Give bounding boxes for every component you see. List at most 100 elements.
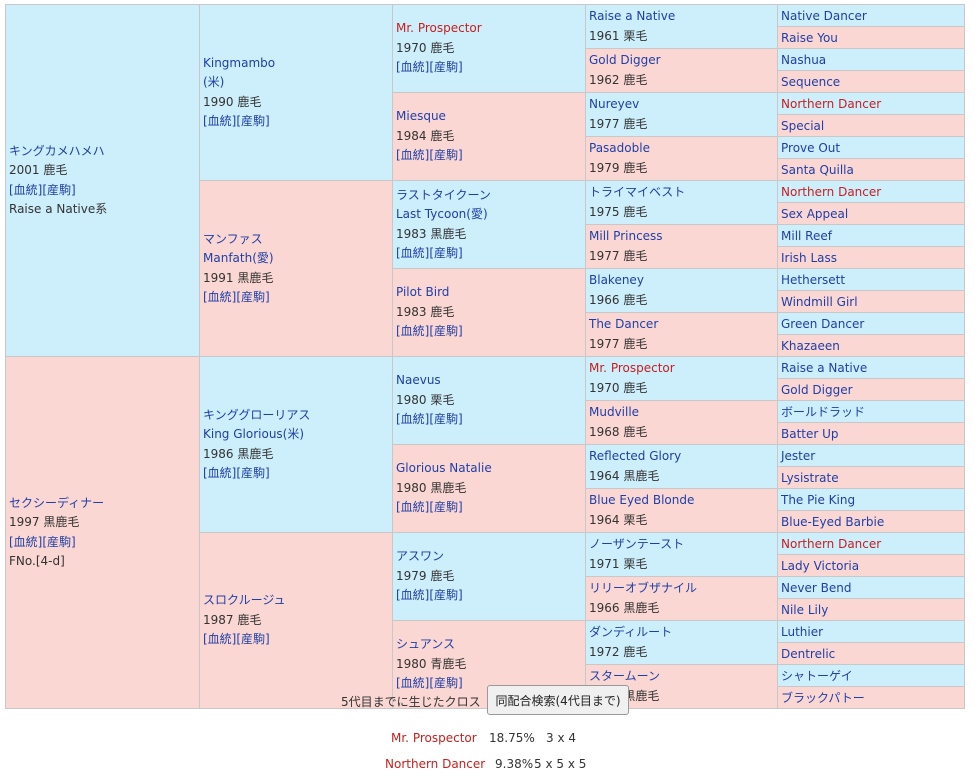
horse-name-link[interactable]: スロクルージュ (203, 593, 286, 608)
offspring-link[interactable]: [産駒] (429, 324, 463, 339)
pedigree-link[interactable]: [血統] (396, 588, 430, 603)
horse-name-link[interactable]: Sex Appeal (781, 206, 849, 221)
horse-name-link[interactable]: Miesque (396, 109, 446, 124)
pedigree-link[interactable]: [血統] (203, 632, 237, 647)
pedigree-link[interactable]: [血統] (9, 534, 43, 549)
horse-name-link[interactable]: Blue-Eyed Barbie (781, 514, 885, 529)
horse-name-link[interactable]: ノーザンテースト (589, 537, 685, 551)
offspring-link[interactable]: [産駒] (42, 182, 76, 197)
horse-name-link[interactable]: キングカメハメハ (9, 143, 105, 158)
offspring-link[interactable]: [産駒] (429, 412, 463, 427)
horse-name-link[interactable]: スタームーン (589, 669, 661, 683)
horse-name-link[interactable]: Glorious Natalie (396, 461, 492, 476)
horse-name-link[interactable]: Prove Out (781, 140, 841, 155)
horse-name-link[interactable]: Mr. Prospector (589, 361, 675, 375)
pedigree-link[interactable]: [血統] (203, 466, 237, 480)
horse-name-link[interactable]: Mill Reef (781, 228, 832, 243)
horse-name-link[interactable]: Dentrelic (781, 646, 836, 661)
offspring-link[interactable]: [産駒] (42, 534, 76, 549)
horse-name-link[interactable]: アスワン (396, 549, 445, 564)
horse-name-link[interactable]: Khazaeen (781, 338, 840, 353)
birth-year-color: 1979 鹿毛 (589, 160, 648, 175)
pedigree-link[interactable]: [血統] (9, 182, 43, 197)
horse-name-link[interactable]: The Pie King (781, 492, 856, 507)
horse-name-link[interactable]: Sequence (781, 74, 841, 89)
offspring-link[interactable]: [産駒] (429, 500, 463, 515)
horse-name-link[interactable]: Raise You (781, 30, 838, 45)
horse-name-link[interactable]: Pasadoble (589, 141, 650, 155)
offspring-link[interactable]: [産駒] (429, 60, 463, 75)
horse-name-link[interactable]: シュアンス (396, 637, 456, 652)
horse-name-link[interactable]: Nashua (781, 52, 827, 67)
horse-name-link[interactable]: Hethersett (781, 272, 846, 287)
horse-name-link[interactable]: Jester (781, 448, 816, 463)
horse-name-link[interactable]: Northern Dancer (781, 96, 882, 111)
horse-name-link[interactable]: Never Bend (781, 580, 852, 595)
offspring-link[interactable]: [産駒] (429, 676, 463, 691)
horse-name-link[interactable]: Lysistrate (781, 470, 839, 485)
horse-name-link[interactable]: Kingmambo (203, 55, 276, 70)
horse-name-link[interactable]: Gold Digger (781, 382, 853, 397)
horse-name-link[interactable]: シャトーゲイ (781, 668, 853, 683)
offspring-link[interactable]: [産駒] (236, 290, 270, 304)
horse-name-link[interactable]: Mill Princess (589, 229, 663, 243)
horse-name-link[interactable]: Blakeney (589, 273, 644, 287)
horse-name-link[interactable]: Reflected Glory (589, 449, 682, 463)
horse-name-link[interactable]: Northern Dancer (781, 184, 882, 199)
cross-horse-link[interactable]: Northern Dancer (385, 757, 486, 771)
horse-name-link[interactable]: キンググローリアス (203, 407, 311, 422)
pedigree-link[interactable]: [血統] (396, 324, 430, 339)
pedigree-link[interactable]: [血統] (396, 500, 430, 515)
horse-name-link[interactable]: Native Dancer (781, 8, 867, 23)
horse-name-link[interactable]: Blue Eyed Blonde (589, 493, 695, 507)
horse-name-link[interactable]: Gold Digger (589, 53, 661, 67)
horse-name-link[interactable]: リリーオブザナイル (589, 581, 698, 595)
pedigree-link[interactable]: [血統] (396, 246, 430, 260)
horse-name-sub-link[interactable]: Manfath(愛) (203, 251, 274, 265)
offspring-link[interactable]: [産駒] (429, 246, 463, 260)
cross-percentage: 9.38% (495, 757, 534, 771)
horse-name-link[interactable]: Naevus (396, 373, 441, 388)
offspring-link[interactable]: [産駒] (236, 466, 270, 480)
horse-name-link[interactable]: Windmill Girl (781, 294, 858, 309)
horse-name-link[interactable]: トライマイベスト (589, 185, 686, 199)
horse-name-link[interactable]: Special (781, 118, 825, 133)
horse-name-link[interactable]: The Dancer (589, 317, 659, 331)
pedigree-link[interactable]: [血統] (396, 148, 430, 163)
horse-name-link[interactable]: マンファス (203, 231, 263, 246)
pedigree-link[interactable]: [血統] (396, 676, 430, 691)
horse-name-link[interactable]: ダンディルート (589, 625, 673, 639)
cross-horse-link[interactable]: Mr. Prospector (391, 731, 477, 745)
horse-name-link[interactable]: ブラックパトー (781, 690, 865, 705)
horse-name-link[interactable]: Raise a Native (589, 9, 676, 23)
horse-name-link[interactable]: セクシーディナー (9, 495, 105, 510)
horse-name-link[interactable]: ボールドラッド (781, 404, 866, 419)
offspring-link[interactable]: [産駒] (236, 114, 270, 128)
pedigree-link[interactable]: [血統] (203, 290, 237, 304)
same-mating-search-button[interactable]: 同配合検索(4代目まで) (487, 685, 629, 715)
horse-name-link[interactable]: Northern Dancer (781, 536, 882, 551)
horse-name-link[interactable]: Mr. Prospector (396, 21, 482, 36)
horse-name-link[interactable]: Nureyev (589, 97, 640, 111)
horse-name-sub-link[interactable]: (米) (203, 75, 225, 89)
horse-name-link[interactable]: Mudville (589, 405, 640, 419)
horse-name-link[interactable]: Green Dancer (781, 316, 865, 331)
horse-name-sub-link[interactable]: King Glorious(米) (203, 427, 305, 441)
offspring-link[interactable]: [産駒] (429, 148, 463, 163)
pedigree-link[interactable]: [血統] (396, 60, 430, 75)
horse-name-link[interactable]: Pilot Bird (396, 285, 450, 300)
pedigree-row: Santa Quilla (6, 158, 965, 181)
horse-name-link[interactable]: Raise a Native (781, 360, 868, 375)
horse-name-sub-link[interactable]: Last Tycoon(愛) (396, 207, 488, 221)
horse-name-link[interactable]: Santa Quilla (781, 162, 854, 177)
horse-name-link[interactable]: Batter Up (781, 426, 839, 441)
horse-name-link[interactable]: Lady Victoria (781, 558, 860, 573)
horse-name-link[interactable]: Nile Lily (781, 602, 829, 617)
pedigree-link[interactable]: [血統] (396, 412, 430, 427)
horse-name-link[interactable]: Irish Lass (781, 250, 838, 265)
offspring-link[interactable]: [産駒] (429, 588, 463, 603)
offspring-link[interactable]: [産駒] (236, 632, 270, 647)
horse-name-link[interactable]: ラストタイクーン (396, 187, 491, 202)
horse-name-link[interactable]: Luthier (781, 624, 824, 639)
pedigree-link[interactable]: [血統] (203, 114, 237, 128)
